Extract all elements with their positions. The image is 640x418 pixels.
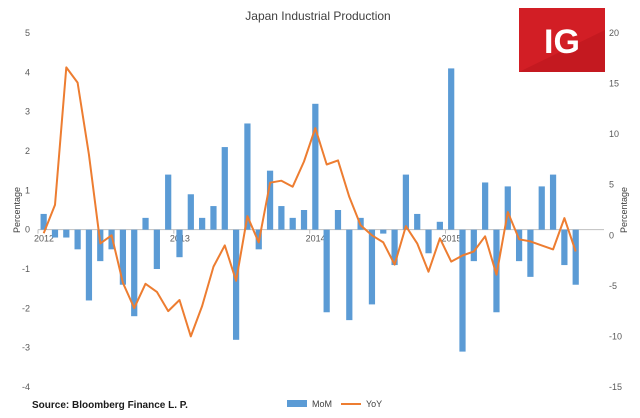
mom-bar (63, 229, 70, 238)
mom-bar (470, 229, 477, 262)
mom-bar (244, 123, 251, 230)
mom-bar (561, 229, 568, 266)
mom-bar (232, 229, 240, 340)
left-axis-title: Percentage (12, 187, 22, 233)
ig-logo: IG (519, 8, 605, 72)
mom-bar (119, 229, 127, 285)
mom-bar (278, 206, 285, 230)
right-tick-label: 5 (609, 180, 614, 190)
right-tick-label: 0 (609, 230, 614, 240)
yoy-line-group (42, 66, 577, 338)
mom-bar (323, 229, 330, 313)
mom-bar (436, 221, 443, 230)
left-tick-label: -3 (22, 343, 30, 353)
mom-bar (85, 229, 93, 301)
left-tick-label: 5 (25, 28, 30, 38)
mom-bar (380, 229, 387, 234)
mom-bar (482, 182, 489, 230)
mom-bar (425, 229, 432, 254)
legend-label-mom: MoM (312, 399, 332, 409)
left-tick-label: 3 (25, 107, 30, 117)
left-tick-label: 4 (25, 67, 30, 77)
mom-bar (142, 217, 149, 230)
mom-bar (300, 210, 308, 230)
mom-bar (40, 213, 47, 230)
mom-bar (538, 186, 545, 230)
left-tick-label: -4 (22, 382, 30, 392)
mom-bar (51, 229, 59, 238)
logo-shade (519, 30, 605, 72)
legend-swatch-mom (287, 400, 307, 407)
mom-bar (504, 186, 511, 230)
mom-bar (368, 229, 376, 305)
mom-bar (221, 147, 228, 230)
mom-bar (515, 229, 523, 262)
year-label: 2015 (442, 234, 462, 244)
mom-bar (448, 68, 455, 230)
left-tick-label: -1 (22, 264, 30, 274)
mom-bar (187, 194, 194, 230)
right-tick-label: 20 (609, 28, 619, 38)
legend: MoM YoY (287, 399, 382, 409)
yoy-line (42, 66, 577, 338)
right-tick-label: -15 (609, 382, 622, 392)
mom-bar (527, 229, 534, 277)
mom-bar (165, 174, 172, 230)
left-tick-label: 0 (25, 225, 30, 235)
mom-bar (131, 229, 138, 317)
left-tick-label: 2 (25, 146, 30, 156)
right-axis-title: Percentage (619, 187, 629, 233)
mom-bar (74, 229, 81, 250)
mom-bar (391, 229, 398, 266)
mom-bar (414, 213, 421, 230)
right-tick-label: -10 (609, 331, 622, 341)
year-label: 2012 (34, 234, 54, 244)
mom-bar (346, 229, 353, 321)
legend-label-yoy: YoY (366, 399, 382, 409)
right-tick-label: 10 (609, 129, 619, 139)
mom-bar (289, 217, 296, 230)
mom-bar (402, 174, 410, 230)
chart-title: Japan Industrial Production (245, 9, 390, 23)
left-tick-label: 1 (25, 185, 30, 195)
mom-bar (210, 206, 217, 230)
mom-bar (266, 170, 274, 230)
right-tick-label: -5 (609, 281, 617, 291)
mom-bar (572, 229, 579, 285)
source-note: Source: Bloomberg Finance L. P. (32, 400, 188, 411)
mom-bar (97, 229, 104, 262)
year-label: 2014 (306, 234, 326, 244)
mom-bar (176, 229, 183, 258)
mom-bar (312, 103, 319, 230)
mom-bar (459, 229, 466, 352)
logo-text: IG (544, 23, 580, 61)
mom-bar (153, 229, 160, 269)
right-tick-label: 15 (609, 79, 619, 89)
left-tick-label: -2 (22, 303, 30, 313)
mom-bar (199, 217, 206, 230)
mom-bar (334, 210, 342, 230)
mom-bar (549, 174, 557, 230)
